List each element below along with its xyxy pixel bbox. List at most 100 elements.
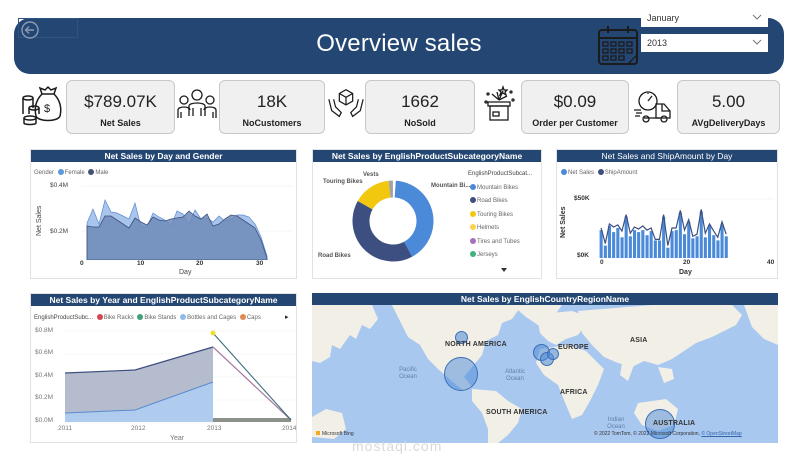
kpi-card-sold: 1662 NoSold [365, 80, 475, 134]
chart-title: Net Sales by EnglishProductSubcategoryNa… [313, 150, 541, 162]
chart-year-subcategory[interactable]: Net Sales by Year and EnglishProductSubc… [30, 293, 297, 443]
legend-item-female[interactable]: Female [56, 169, 85, 176]
money-bag-icon: $ [20, 84, 62, 126]
continent-label: AFRICA [560, 389, 588, 396]
month-filter-dropdown[interactable]: January [641, 9, 768, 27]
chart-legend: Net Sales ShipAmount [559, 169, 637, 176]
legend-item[interactable]: Bottles and Cages [178, 314, 236, 321]
page-title: Overview sales [316, 30, 482, 57]
area-plot [63, 330, 295, 423]
x-tick: 20 [683, 259, 691, 266]
bubble-canada[interactable] [455, 331, 468, 344]
chart-subcategory-donut[interactable]: Net Sales by EnglishProductSubcategoryNa… [312, 149, 542, 279]
legend-scroll-down-icon[interactable] [501, 268, 507, 272]
kpi-label: Net Sales [100, 118, 141, 128]
bubble-germany[interactable] [547, 348, 559, 360]
svg-text:$: $ [44, 103, 50, 115]
kpi-card-customers: 18K NoCustomers [219, 80, 325, 134]
legend-next-icon[interactable]: ▸ [285, 314, 289, 321]
kpi-label: NoCustomers [242, 118, 302, 128]
bubble-united-states[interactable] [444, 357, 478, 391]
map-canvas[interactable]: NORTH AMERICA EUROPE ASIA AFRICA SOUTH A… [312, 305, 778, 443]
legend-item[interactable]: Bike Racks [95, 314, 134, 321]
kpi-value: 18K [256, 92, 288, 111]
kpi-card-net-sales: $789.07K Net Sales [66, 80, 175, 134]
legend-item-net-sales[interactable]: Net Sales [559, 169, 594, 176]
watermark: mostaql.com [352, 438, 443, 454]
calendar-icon [596, 24, 640, 68]
chart-legend: EnglishProductSubc... Bike Racks Bike St… [34, 314, 261, 321]
y-tick: $0.8M [35, 327, 54, 334]
x-axis-title: Day [179, 269, 192, 276]
y-tick: $0.4M [50, 182, 69, 189]
x-tick: 10 [137, 260, 145, 267]
x-tick: 2014 [282, 425, 297, 432]
x-tick: 2013 [207, 425, 222, 432]
continent-label: EUROPE [558, 344, 589, 351]
kpi-label: AVgDeliveryDays [691, 118, 766, 128]
continent-label: SOUTH AMERICA [486, 409, 548, 416]
legend-item[interactable]: Mountain Bikes [468, 182, 532, 196]
chart-sales-ship[interactable]: Net Sales and ShipAmount by Day Net Sale… [556, 149, 778, 279]
x-tick: 40 [767, 259, 775, 266]
continent-label: AUSTRALIA [653, 420, 696, 427]
legend-item[interactable]: Bike Stands [135, 314, 176, 321]
legend-title: EnglishProductSubc... [34, 315, 94, 321]
slice-label-touring: Touring Bikes [323, 179, 363, 185]
y-tick: $0K [577, 252, 589, 259]
x-axis-title: Year [170, 435, 185, 442]
y-axis-title: Net Sales [36, 205, 43, 236]
chart-title: Net Sales and ShipAmount by Day [557, 150, 777, 162]
month-filter-value: January [647, 13, 680, 23]
legend-item[interactable]: Jerseys [468, 249, 532, 263]
donut-plot [352, 180, 434, 262]
slice-label-mountain: Mountain Bi... [431, 183, 471, 189]
openstreetmap-link[interactable]: © OpenStreetMap [701, 431, 742, 437]
chart-title: Net Sales by Day and Gender [31, 150, 296, 162]
slice-label-vests: Vests [363, 172, 379, 178]
y-tick: $0.0M [35, 417, 54, 424]
x-tick: 20 [196, 260, 204, 267]
delivery-truck-icon [632, 84, 674, 126]
y-tick: $50K [574, 195, 590, 202]
x-tick: 30 [256, 260, 264, 267]
kpi-label: Order per Customer [532, 118, 618, 128]
x-tick: 2011 [58, 425, 72, 432]
bing-logo: Microsoft Bing [316, 431, 354, 437]
y-axis-title: Net Sales [560, 206, 567, 238]
ocean-label: Atlantic Ocean [505, 369, 525, 382]
legend-item-male[interactable]: Male [86, 169, 108, 176]
chart-legend: Gender Female Male [34, 169, 108, 176]
y-tick: $0.2M [50, 228, 69, 235]
chevron-down-icon [752, 12, 762, 22]
back-arrow-icon[interactable] [20, 20, 40, 40]
year-filter-dropdown[interactable]: 2013 [641, 34, 768, 52]
legend-item[interactable]: Tires and Tubes [468, 236, 532, 250]
chart-country-map[interactable]: Net Sales by EnglishCountryRegionName [312, 293, 778, 443]
world-map-shapes [312, 305, 778, 443]
y-tick: $0.6M [35, 349, 54, 356]
x-tick: 0 [600, 259, 604, 266]
continent-label: NORTH AMERICA [445, 341, 507, 348]
chevron-down-icon [752, 37, 762, 47]
legend-item[interactable]: Road Bikes [468, 195, 532, 209]
x-axis-title: Day [679, 269, 692, 276]
slice-label-road: Road Bikes [318, 253, 351, 259]
kpi-card-order-per-customer: $0.09 Order per Customer [521, 80, 629, 134]
year-filter-value: 2013 [647, 38, 668, 48]
chart-legend: EnglishProductSubcat... Mountain Bikes R… [468, 168, 532, 263]
kpi-value: 1662 [401, 92, 439, 111]
bubble-australia[interactable] [645, 409, 675, 439]
legend-item[interactable]: Helmets [468, 222, 532, 236]
legend-item[interactable]: Caps [238, 314, 261, 321]
bar-line-plot [599, 198, 774, 258]
ocean-label: Indian Ocean [607, 417, 625, 430]
legend-item-shipamount[interactable]: ShipAmount [596, 169, 637, 176]
kpi-value: 5.00 [711, 92, 746, 111]
chart-title: Net Sales by EnglishCountryRegionName [312, 293, 778, 305]
chart-day-gender[interactable]: Net Sales by Day and Gender Gender Femal… [30, 149, 297, 279]
gift-box-icon [478, 84, 520, 126]
legend-title: EnglishProductSubcat... [468, 171, 533, 177]
legend-item[interactable]: Touring Bikes [468, 209, 532, 223]
area-plot [81, 185, 293, 260]
